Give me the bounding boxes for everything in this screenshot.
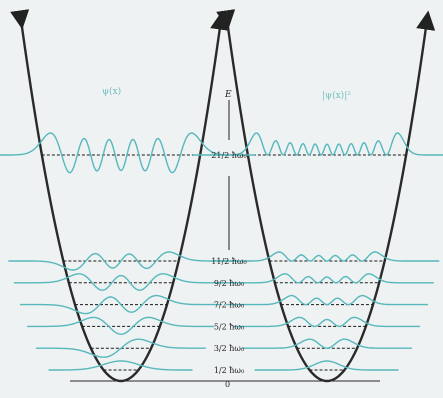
right-panel-title: |ψ(x)|² bbox=[322, 90, 351, 101]
right-wave-n4 bbox=[219, 273, 434, 284]
level-label-n3: 7/2 ħω₀ bbox=[214, 301, 244, 310]
level-label-n2: 5/2 ħω₀ bbox=[214, 322, 244, 331]
wavefunctions bbox=[0, 132, 443, 371]
potential-curves bbox=[10, 9, 436, 383]
right-wave-n5 bbox=[214, 251, 440, 262]
left-wave-n2 bbox=[27, 316, 215, 336]
left-wave-n0 bbox=[48, 360, 193, 371]
level-label-n10: 21/2 ħω₀ bbox=[211, 151, 246, 160]
left-panel-title: ψ(x) bbox=[102, 86, 121, 97]
level-labels: 21/2 ħω₀ 11/2 ħω₀ 9/2 ħω₀ 7/2 ħω₀ 5/2 ħω₀ 3/2… bbox=[211, 151, 246, 375]
left-wave-n4 bbox=[13, 273, 228, 292]
level-label-n1: 3/2 ħω₀ bbox=[214, 344, 244, 353]
right-wave-n2 bbox=[233, 316, 421, 328]
level-label-n0: 1/2 ħω₀ bbox=[214, 366, 244, 375]
level-label-n5: 11/2 ħω₀ bbox=[211, 257, 246, 266]
energy-axis: E 0 bbox=[224, 90, 232, 389]
left-wave-n10 bbox=[0, 132, 255, 174]
right-wave-n10 bbox=[192, 132, 443, 156]
right-wave-n3 bbox=[226, 294, 428, 306]
left-wave-n5 bbox=[8, 251, 234, 271]
right-wave-n1 bbox=[241, 338, 412, 349]
energy-axis-label: E bbox=[224, 90, 232, 100]
level-label-n4: 9/2 ħω₀ bbox=[214, 279, 244, 288]
left-wave-n1 bbox=[35, 338, 206, 358]
right-wave-n0 bbox=[254, 360, 399, 371]
zero-energy-label: 0 bbox=[225, 380, 230, 389]
left-wave-n3 bbox=[20, 294, 222, 315]
